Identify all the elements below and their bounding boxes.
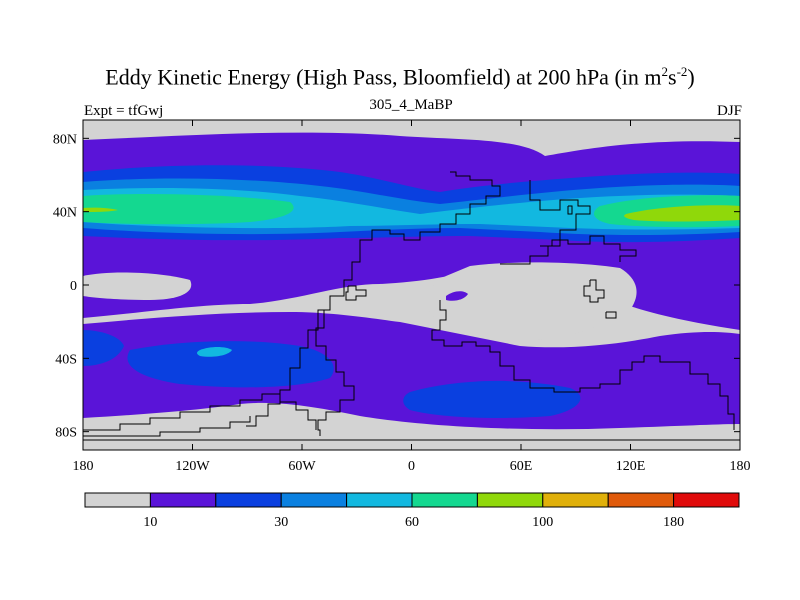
coastlines [83,171,740,441]
coastline-eurasia [500,180,591,265]
x-tick-label: 120E [616,459,646,474]
y-tick-label: 0 [70,279,77,294]
x-tick-label: 120W [175,459,210,474]
colorbar-box [476,492,544,508]
contour-asian-max [624,205,740,222]
y-tick-label: 40N [53,206,77,221]
contour-south-blue [127,341,334,388]
colorbar-box [607,492,675,508]
colorbar-box [280,492,348,508]
contour-small-purple [446,291,468,301]
contour-antarctic-grey [83,402,740,450]
colorbar-label: 180 [663,515,684,530]
y-tick-label: 40S [55,352,77,367]
coastline-island-1 [583,279,605,303]
map-area [83,120,740,450]
colorbar-label: 60 [405,515,419,530]
season-label: DJF [716,103,742,119]
coastline-americas [246,171,501,427]
coastline-antarctica-inner [83,416,251,437]
colorbar-box [411,492,478,508]
x-tick-label: 60E [510,459,533,474]
y-axis: 80N 40N 0 40S 80S [53,132,740,441]
coastline-island-2 [605,311,617,319]
coastline-eastern-asia [540,235,637,262]
colorbar-box [149,492,217,508]
colorbar-box [542,492,609,508]
colorbar-label: 10 [143,515,157,530]
y-tick-label: 80N [53,132,77,147]
contour-eastern-tropical [599,262,740,330]
colorbar-box [84,492,151,508]
colorbar-box [215,492,282,508]
colorbar-label: 100 [532,515,553,530]
x-tick-label: 180 [730,459,751,474]
contour-south-cyan [197,347,232,357]
contour-grey-equatorial [425,262,637,340]
contour-pacific-green [83,194,294,225]
y-tick-label: 80S [55,426,77,441]
colorbar-label: 30 [274,515,288,530]
x-tick-label: 60W [288,459,316,474]
x-tick-label: 180 [73,459,94,474]
coastline-antarctica [83,393,317,431]
x-axis: 180 120W 60W 0 60E 120E 180 [73,120,751,474]
chart-title: Eddy Kinetic Energy (High Pass, Bloomfie… [105,64,695,90]
contour-south-blue-west [83,330,124,366]
colorbar-box [346,492,413,508]
coastline-south-america [315,296,355,436]
colorbar: 10 30 60 100 180 [84,492,740,530]
contour-left-sliver [83,207,118,212]
coastline-island-4 [567,205,573,215]
experiment-label: Expt = tfGwj [84,103,164,119]
contour-grey-blob [83,272,192,300]
coastline-africa [431,300,735,430]
colorbar-box [673,492,740,508]
x-tick-label: 0 [408,459,415,474]
chart-subtitle: 305_4_MaBP [369,97,453,113]
contour-south-blue-east [403,380,581,418]
coastline-island-3 [345,285,367,301]
